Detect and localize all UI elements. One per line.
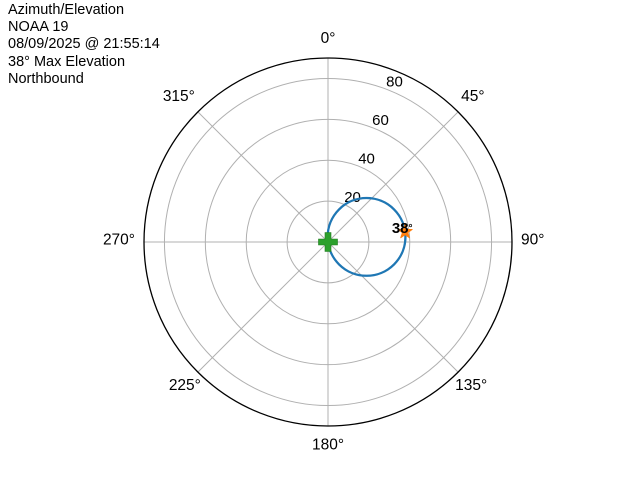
svg-text:180°: 180° — [312, 436, 344, 453]
svg-text:225°: 225° — [169, 377, 201, 394]
svg-text:270°: 270° — [103, 232, 135, 249]
svg-text:80: 80 — [386, 74, 403, 91]
svg-text:90°: 90° — [521, 232, 544, 249]
svg-text:40: 40 — [358, 151, 375, 168]
svg-text:45°: 45° — [461, 88, 484, 105]
svg-text:135°: 135° — [455, 377, 487, 394]
svg-text:60: 60 — [372, 112, 389, 129]
svg-text:0°: 0° — [321, 30, 336, 47]
svg-text:315°: 315° — [163, 88, 195, 105]
